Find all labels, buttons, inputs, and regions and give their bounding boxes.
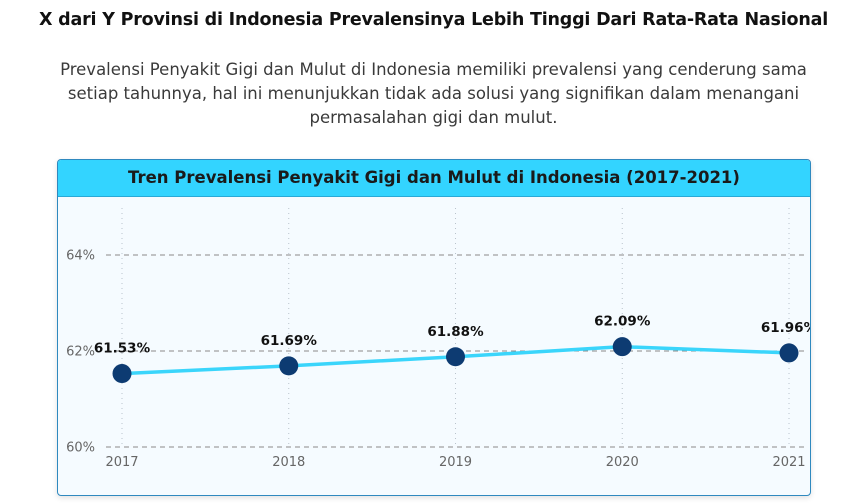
y-tick-label: 62% (66, 345, 95, 360)
data-point (779, 343, 799, 363)
x-tick-label: 2020 (606, 455, 639, 470)
chart-header: Tren Prevalensi Penyakit Gigi dan Mulut … (58, 160, 810, 197)
data-point (112, 364, 132, 384)
x-tick-label: 2018 (272, 455, 305, 470)
data-point (446, 347, 465, 367)
y-tick-label: 60% (66, 441, 95, 456)
x-tick-label: 2019 (439, 455, 472, 470)
page-subtitle: Prevalensi Penyakit Gigi dan Mulut di In… (60, 60, 807, 127)
x-tick-label: 2021 (772, 455, 805, 470)
chart-card: Tren Prevalensi Penyakit Gigi dan Mulut … (57, 159, 811, 496)
chart-title: Tren Prevalensi Penyakit Gigi dan Mulut … (128, 168, 740, 187)
data-label: 61.53% (94, 341, 151, 357)
data-point (612, 337, 632, 357)
data-point (279, 356, 299, 376)
page-title: X dari Y Provinsi di Indonesia Prevalens… (38, 10, 828, 30)
line-chart: 60% 62% 64% 2017 2018 2019 2020 2021 61.53% 61.69… (66, 208, 810, 470)
data-label: 61.88% (427, 324, 484, 340)
data-label: 62.09% (594, 314, 651, 330)
y-tick-label: 64% (66, 249, 95, 264)
data-label: 61.69% (261, 333, 318, 349)
x-tick-label: 2017 (105, 455, 138, 470)
data-label: 61.96% (761, 320, 810, 336)
